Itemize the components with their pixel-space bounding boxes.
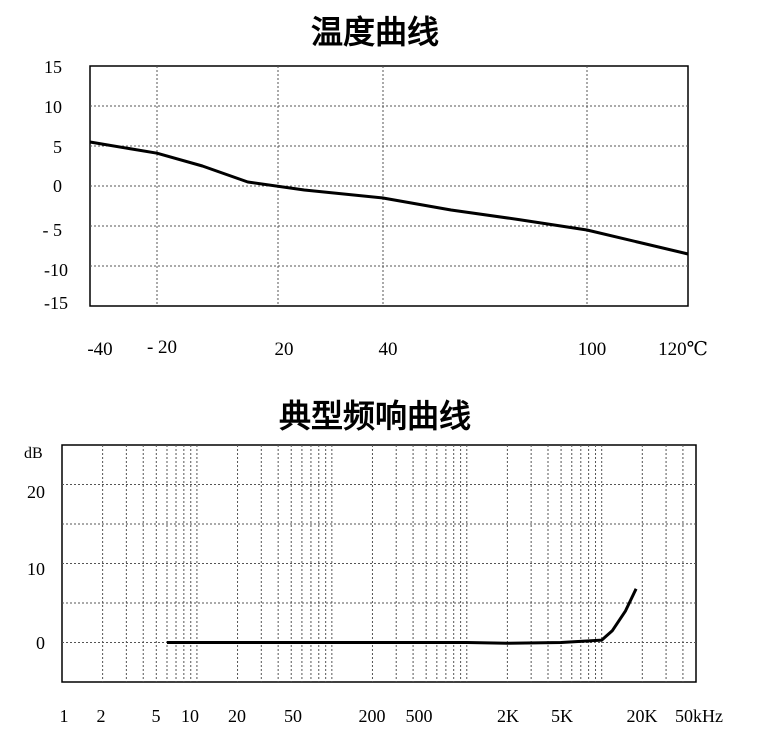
frequency-y-labels: dB 20 10 0 <box>24 445 45 653</box>
frequency-series-line <box>167 588 638 645</box>
frequency-chart-title: 典型频响曲线 <box>279 397 471 435</box>
temperature-chart: 温度曲线 15 10 5 0 - 5 -10 -15 -40 - 20 20 4… <box>43 13 708 360</box>
frequency-x-tick-labels: 1 2 5 10 20 50 200 500 2K 5K 20K 50kHz <box>60 706 724 726</box>
temperature-grid <box>90 66 688 306</box>
y-tick-label: 10 <box>44 97 62 117</box>
x-tick-label: 120℃ <box>658 339 708 360</box>
x-tick-label: 500 <box>406 706 433 726</box>
x-tick-label: 50kHz <box>675 706 723 726</box>
x-tick-label: 2 <box>97 706 106 726</box>
y-tick-label: 20 <box>27 482 45 502</box>
x-tick-label: 200 <box>359 706 386 726</box>
x-tick-label: -40 <box>87 339 112 360</box>
x-tick-label: 100 <box>578 339 607 360</box>
x-tick-label: - 20 <box>147 337 177 358</box>
temperature-x-tick-labels: -40 - 20 20 40 100 120℃ <box>87 337 708 360</box>
y-unit-label: dB <box>24 445 43 462</box>
x-tick-label: 20 <box>275 339 294 360</box>
y-tick-label: -10 <box>44 260 68 280</box>
x-tick-label: 20 <box>228 706 246 726</box>
x-tick-label: 5K <box>551 706 573 726</box>
x-tick-label: 2K <box>497 706 519 726</box>
y-tick-label: 0 <box>53 176 62 196</box>
x-tick-label: 50 <box>284 706 302 726</box>
x-tick-label: 40 <box>379 339 398 360</box>
y-tick-label: 10 <box>27 559 45 579</box>
frequency-grid <box>62 445 696 682</box>
y-tick-label: 0 <box>36 633 45 653</box>
y-tick-label: - 5 <box>43 220 63 240</box>
temperature-series-line <box>89 140 689 256</box>
x-tick-label: 5 <box>152 706 161 726</box>
y-tick-label: 15 <box>44 57 62 77</box>
x-tick-label: 20K <box>627 706 658 726</box>
y-tick-label: -15 <box>44 293 68 313</box>
x-tick-label: 10 <box>181 706 199 726</box>
x-tick-label: 1 <box>60 706 69 726</box>
temperature-chart-title: 温度曲线 <box>311 13 439 51</box>
temperature-y-tick-labels: 15 10 5 0 - 5 -10 -15 <box>43 57 69 313</box>
frequency-chart: 典型频响曲线 dB 20 10 0 1 2 5 10 20 50 200 500… <box>24 397 723 726</box>
y-tick-label: 5 <box>53 137 62 157</box>
